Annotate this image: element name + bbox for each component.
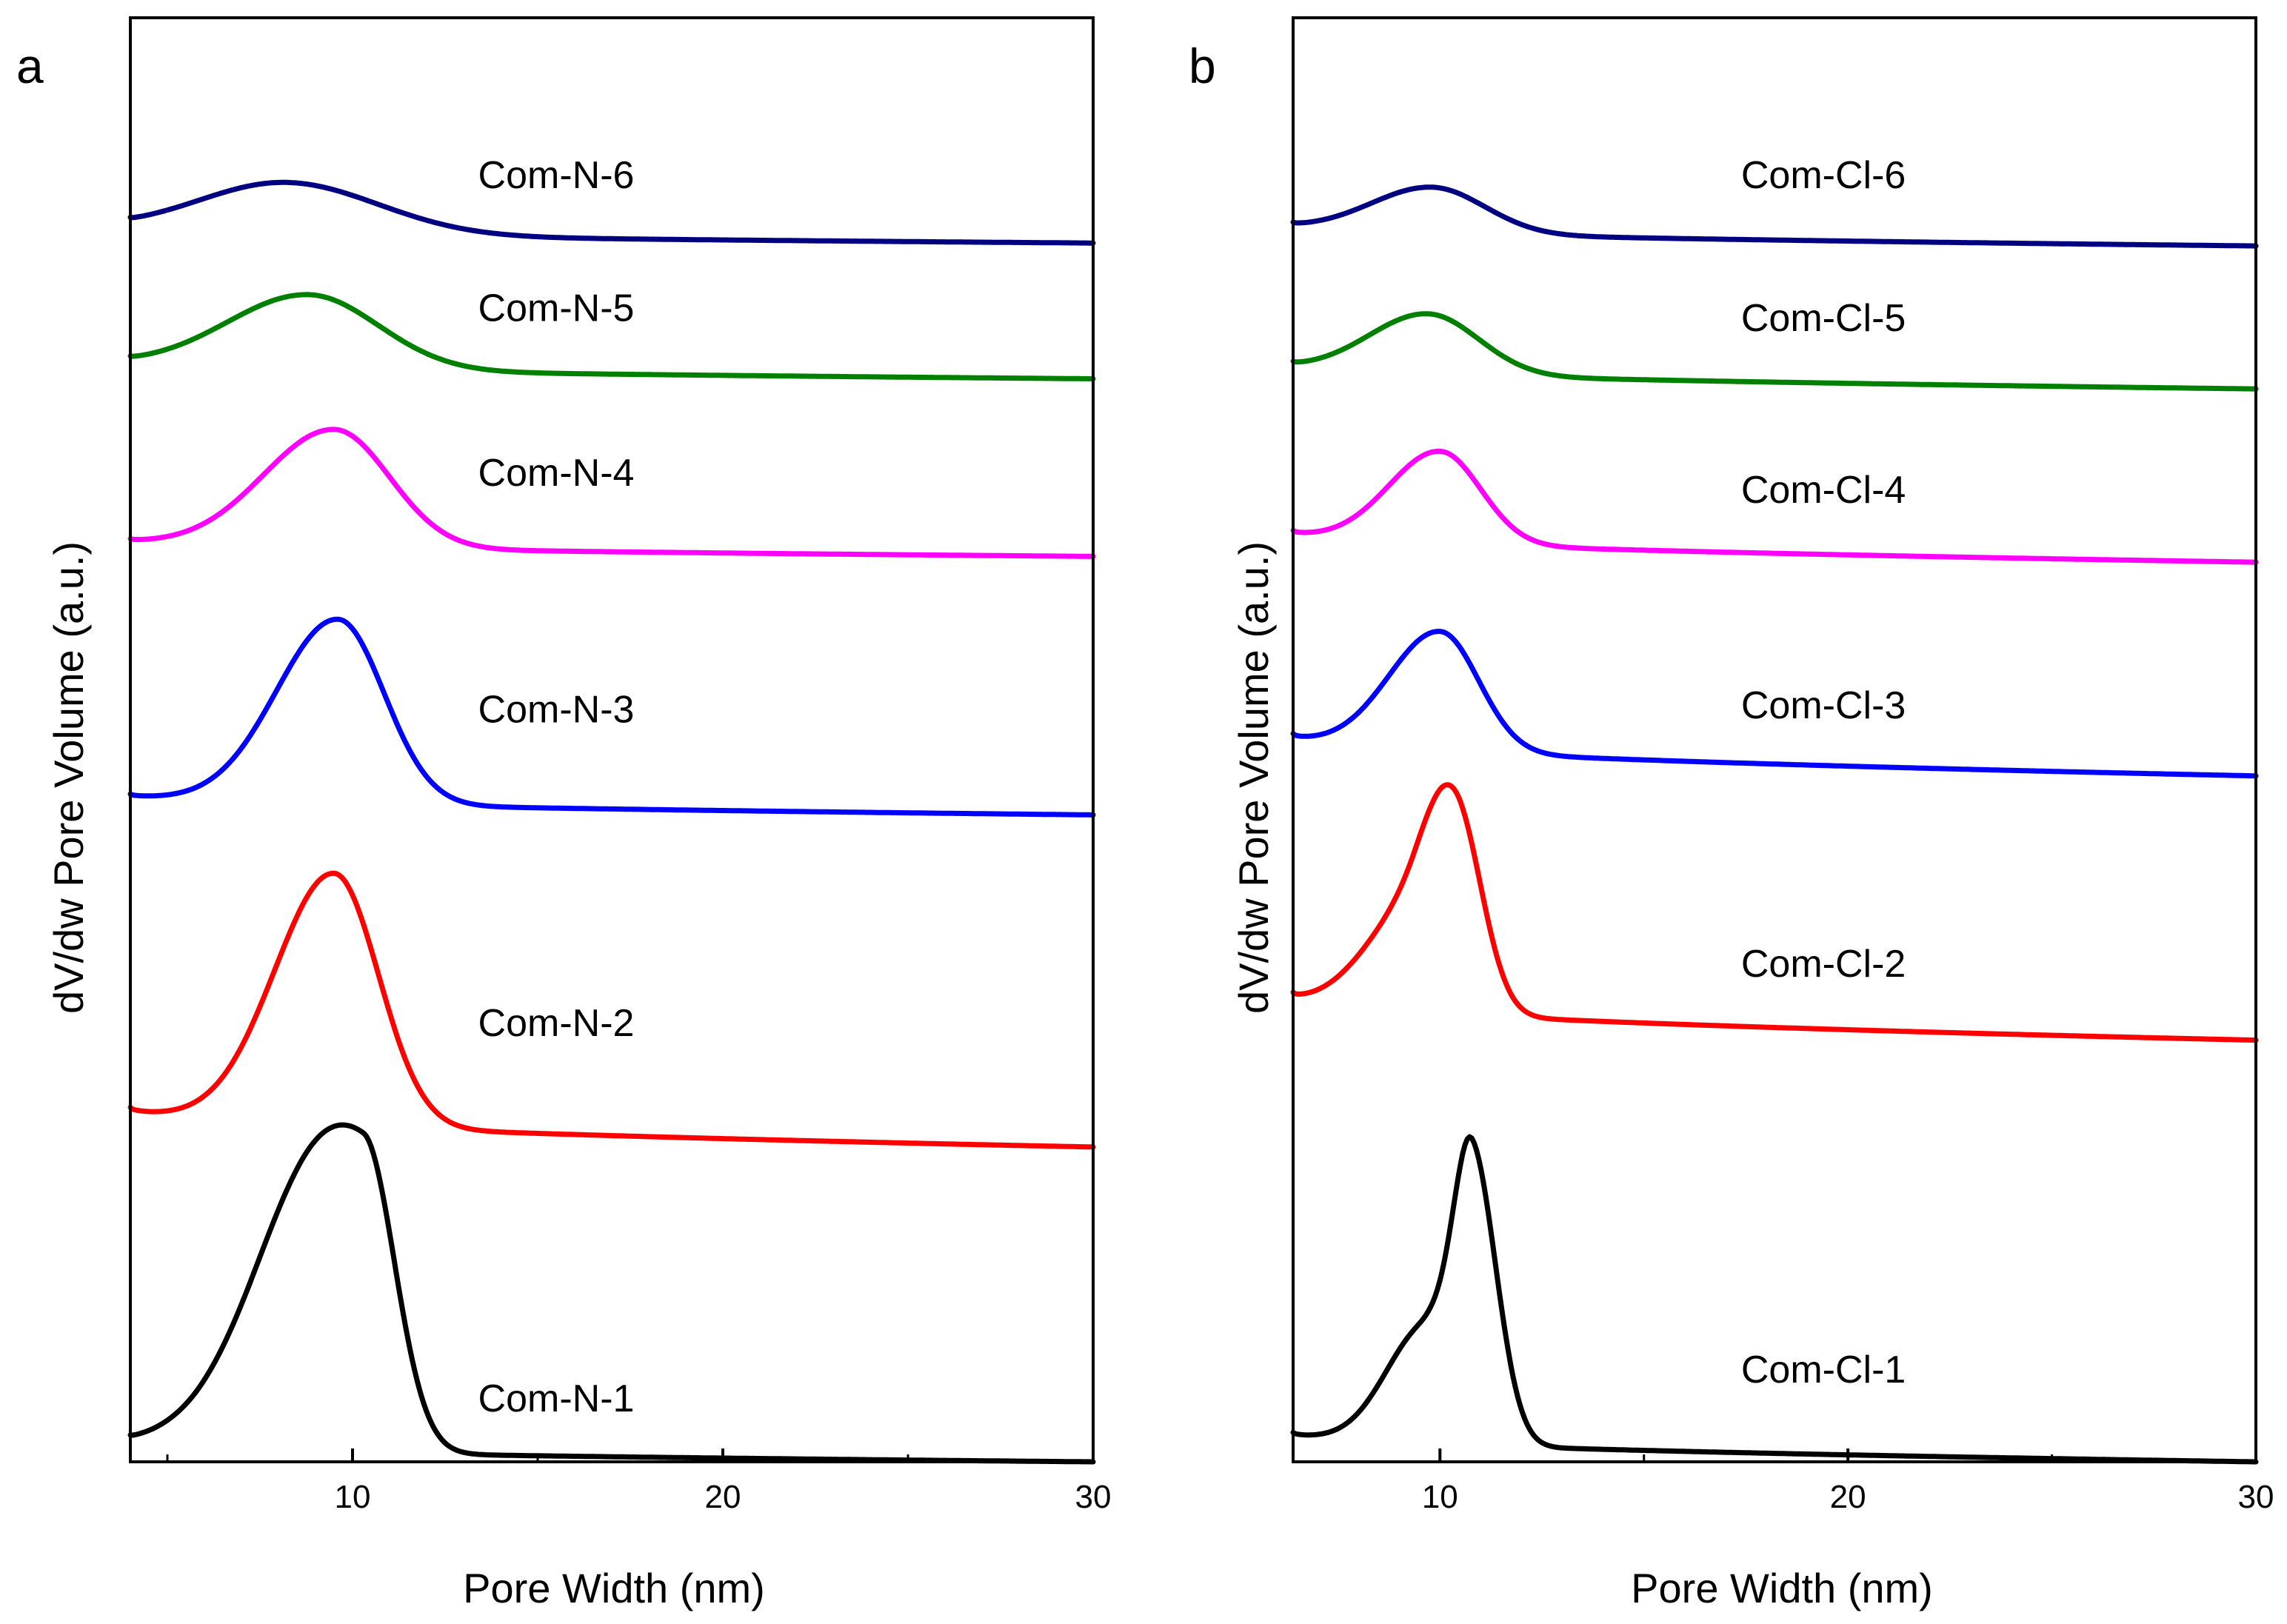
panel-a-frame — [129, 16, 1095, 1463]
series-label-com-n-1: Com-N-1 — [478, 1377, 635, 1420]
panel-b-ticks: 10 20 30 — [1422, 1448, 2274, 1515]
series-line-com-n-6 — [127, 179, 1096, 246]
series-label-com-n-5: Com-N-5 — [478, 287, 635, 330]
series-label-com-n-2: Com-N-2 — [478, 1002, 635, 1045]
series-line-com-n-4 — [127, 427, 1096, 559]
panel-a-ticks: 10 20 30 — [166, 1448, 1112, 1515]
series-label-com-cl-1: Com-Cl-1 — [1741, 1349, 1906, 1391]
panel-b-xtick-label-10: 10 — [1422, 1479, 1458, 1515]
panel-a-xtick-label-20: 20 — [705, 1479, 741, 1515]
series-line-com-cl-6 — [1290, 184, 2259, 249]
series-label-com-n-4: Com-N-4 — [478, 452, 635, 495]
panel-b-series — [1290, 184, 2259, 1465]
panel-b-xlabel: Pore Width (nm) — [1631, 1565, 1933, 1611]
panel-b-xtick-label-20: 20 — [1830, 1479, 1866, 1515]
series-label-com-n-6: Com-N-6 — [478, 154, 635, 197]
series-line-com-cl-2 — [1290, 782, 2259, 1043]
series-line-com-cl-1 — [1290, 1134, 2259, 1465]
series-label-com-n-3: Com-N-3 — [478, 689, 635, 732]
panel-a-label: a — [16, 39, 44, 93]
series-line-com-cl-4 — [1290, 448, 2259, 565]
panel-b-ylabel: dV/dw Pore Volume (a.u.) — [1230, 541, 1277, 1014]
series-label-com-cl-5: Com-Cl-5 — [1741, 297, 1906, 340]
series-label-com-cl-3: Com-Cl-3 — [1741, 684, 1906, 727]
series-line-com-n-3 — [127, 616, 1096, 818]
panel-a-xtick-label-30: 30 — [1075, 1479, 1112, 1515]
series-line-com-n-2 — [127, 870, 1096, 1150]
panel-a-series-labels: Com-N-1 Com-N-2 Com-N-3 Com-N-4 Com-N-5 Com-N… — [478, 154, 635, 1420]
panel-b-frame — [1292, 16, 2257, 1463]
series-label-com-cl-4: Com-Cl-4 — [1741, 469, 1906, 512]
series-line-com-cl-3 — [1290, 629, 2259, 779]
panel-a-ylabel: dV/dw Pore Volume (a.u.) — [45, 541, 92, 1014]
panel-a-xlabel: Pore Width (nm) — [463, 1565, 765, 1611]
panel-b-xtick-label-30: 30 — [2238, 1479, 2274, 1515]
panel-b-series-labels: Com-Cl-1 Com-Cl-2 Com-Cl-3 Com-Cl-4 Com-Cl-5… — [1741, 154, 1906, 1391]
series-line-com-cl-5 — [1290, 311, 2259, 392]
panel-b-label: b — [1189, 39, 1216, 93]
series-label-com-cl-2: Com-Cl-2 — [1741, 943, 1906, 986]
panel-a-xtick-label-10: 10 — [335, 1479, 371, 1515]
panel-a: a dV/dw Pore Volume (a.u.) Pore Width (n… — [16, 16, 1112, 1611]
series-label-com-cl-6: Com-Cl-6 — [1741, 154, 1906, 197]
series-line-com-n-5 — [127, 292, 1096, 381]
panel-b: b dV/dw Pore Volume (a.u.) Pore Width (n… — [1189, 16, 2274, 1611]
panel-a-series — [127, 179, 1096, 1465]
